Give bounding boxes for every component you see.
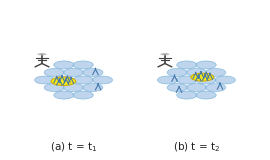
Ellipse shape [73, 61, 93, 69]
Ellipse shape [63, 84, 84, 92]
Ellipse shape [196, 76, 216, 84]
Ellipse shape [54, 76, 74, 84]
Ellipse shape [196, 61, 216, 69]
Ellipse shape [51, 77, 76, 85]
Ellipse shape [177, 61, 197, 69]
Ellipse shape [177, 76, 197, 84]
Ellipse shape [167, 68, 187, 76]
Ellipse shape [196, 91, 216, 99]
Ellipse shape [54, 91, 74, 99]
Ellipse shape [186, 68, 207, 76]
Ellipse shape [35, 76, 55, 84]
Ellipse shape [83, 68, 103, 76]
Text: (a) t = t$_1$: (a) t = t$_1$ [50, 140, 97, 154]
Ellipse shape [157, 76, 178, 84]
Ellipse shape [44, 68, 65, 76]
Ellipse shape [177, 91, 197, 99]
Ellipse shape [83, 84, 103, 92]
Ellipse shape [73, 91, 93, 99]
Ellipse shape [54, 61, 74, 69]
Ellipse shape [205, 68, 226, 76]
Ellipse shape [92, 76, 113, 84]
Ellipse shape [186, 84, 207, 92]
Ellipse shape [73, 76, 93, 84]
Ellipse shape [191, 73, 214, 81]
Text: (b) t = t$_2$: (b) t = t$_2$ [173, 140, 220, 154]
Ellipse shape [63, 68, 84, 76]
Ellipse shape [205, 84, 226, 92]
Ellipse shape [215, 76, 235, 84]
Ellipse shape [44, 84, 65, 92]
Ellipse shape [167, 84, 187, 92]
